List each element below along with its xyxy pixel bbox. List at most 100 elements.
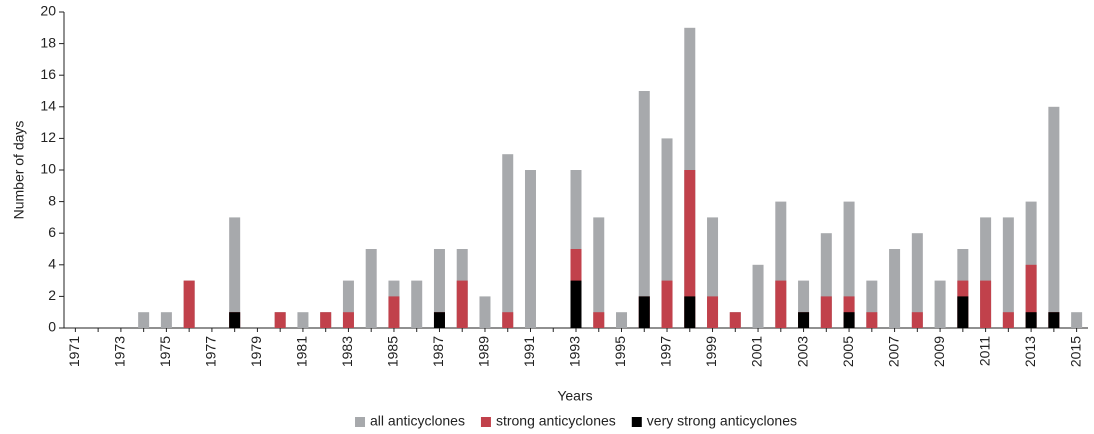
bar <box>684 296 696 328</box>
bar <box>365 249 377 328</box>
x-tick-label: 1979 <box>248 336 264 367</box>
bar <box>297 312 309 328</box>
x-tick-label: 2003 <box>794 336 810 367</box>
bar <box>707 217 719 328</box>
x-tick-label: 2015 <box>1067 336 1083 367</box>
legend-swatch <box>480 417 491 427</box>
bar <box>593 217 605 328</box>
x-tick-label: 1991 <box>521 336 537 367</box>
bar <box>342 280 354 328</box>
x-tick-label: 1981 <box>294 336 310 367</box>
bar <box>320 312 332 328</box>
bar <box>229 312 241 328</box>
bar <box>616 312 628 328</box>
bar <box>1002 312 1014 328</box>
x-tick-label: 1983 <box>339 336 355 367</box>
x-tick-label: 2011 <box>976 336 992 366</box>
y-tick-label: 0 <box>48 319 56 335</box>
bar <box>661 280 673 328</box>
legend-label: strong anticyclones <box>496 413 616 429</box>
legend-label: very strong anticyclones <box>647 413 797 429</box>
bar <box>570 280 582 328</box>
x-tick-label: 1997 <box>658 336 674 367</box>
bar <box>707 296 719 328</box>
x-axis-title: Years <box>557 388 592 404</box>
bar <box>820 296 832 328</box>
bar <box>638 296 650 328</box>
bar <box>957 296 969 328</box>
bar <box>456 280 468 328</box>
bar <box>1071 312 1083 328</box>
y-tick-label: 12 <box>40 129 56 145</box>
bar <box>638 91 650 328</box>
y-tick-label: 2 <box>48 287 56 303</box>
bar <box>820 233 832 328</box>
x-tick-label: 1989 <box>476 336 492 367</box>
bar <box>752 264 764 328</box>
legend-swatch <box>355 417 366 427</box>
bar <box>229 217 241 328</box>
bar <box>1025 264 1037 328</box>
bar <box>934 280 946 328</box>
bar <box>684 170 696 328</box>
y-tick-label: 4 <box>48 256 56 272</box>
bar <box>138 312 150 328</box>
bar <box>889 249 901 328</box>
bar <box>433 312 445 328</box>
bar <box>502 312 514 328</box>
bar <box>729 312 741 328</box>
bar <box>775 201 787 328</box>
x-tick-label: 1999 <box>703 336 719 367</box>
bar <box>866 312 878 328</box>
bar <box>388 296 400 328</box>
bar <box>160 312 172 328</box>
bar <box>775 280 787 328</box>
legend-swatch <box>631 417 642 427</box>
bar <box>1025 312 1037 328</box>
bar <box>980 217 992 328</box>
y-tick-label: 20 <box>40 3 56 19</box>
bar <box>1048 312 1060 328</box>
bar <box>593 312 605 328</box>
x-tick-label: 2013 <box>1022 336 1038 367</box>
bar <box>843 201 855 328</box>
y-tick-label: 8 <box>48 192 56 208</box>
bar <box>411 280 423 328</box>
x-tick-label: 1971 <box>66 336 82 367</box>
bar <box>980 280 992 328</box>
x-tick-label: 1973 <box>112 336 128 367</box>
bar <box>342 312 354 328</box>
bar <box>911 233 923 328</box>
bar <box>1048 106 1060 328</box>
x-tick-label: 1987 <box>430 336 446 367</box>
bar <box>911 312 923 328</box>
bar <box>798 280 810 328</box>
bar <box>479 296 491 328</box>
x-tick-label: 2009 <box>931 336 947 367</box>
y-tick-label: 10 <box>40 161 56 177</box>
bar <box>502 154 514 328</box>
bar <box>274 312 286 328</box>
bar <box>183 280 195 328</box>
bar <box>433 249 445 328</box>
y-tick-label: 14 <box>40 98 56 114</box>
x-tick-label: 2007 <box>885 336 901 367</box>
x-tick-label: 1975 <box>157 336 173 367</box>
x-tick-label: 1985 <box>385 336 401 367</box>
y-tick-label: 18 <box>40 34 56 50</box>
legend-label: all anticyclones <box>370 413 465 429</box>
y-tick-label: 16 <box>40 66 56 82</box>
x-tick-label: 1995 <box>612 336 628 367</box>
x-tick-label: 1977 <box>203 336 219 367</box>
x-tick-label: 1993 <box>567 336 583 367</box>
bar <box>524 170 536 328</box>
x-tick-label: 2001 <box>749 336 765 367</box>
bar <box>661 138 673 328</box>
y-tick-label: 6 <box>48 224 56 240</box>
x-tick-label: 2005 <box>840 336 856 367</box>
bar <box>866 280 878 328</box>
bar <box>798 312 810 328</box>
bar <box>1002 217 1014 328</box>
bar <box>843 312 855 328</box>
